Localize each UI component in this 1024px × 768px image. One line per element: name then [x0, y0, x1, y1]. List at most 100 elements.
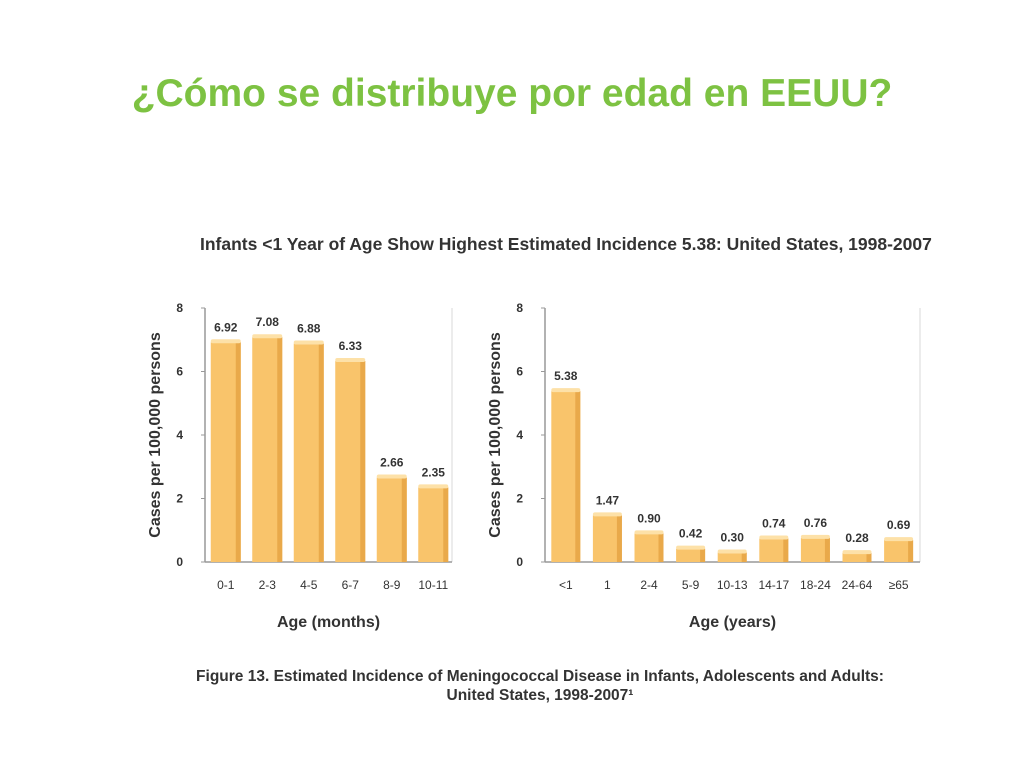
bar-top	[293, 340, 324, 345]
y-tick-label: 4	[516, 428, 523, 442]
bar-group	[252, 334, 283, 562]
data-label: 6.88	[297, 322, 321, 336]
data-label: 0.76	[804, 516, 828, 530]
data-label: 2.35	[422, 465, 446, 479]
slide-title: ¿Cómo se distribuye por edad en EEUU?	[131, 72, 893, 115]
data-label: 0.30	[721, 530, 745, 544]
bar-group	[884, 537, 914, 562]
data-label: 2.66	[380, 456, 404, 470]
bar-top	[634, 530, 664, 535]
data-label: 6.33	[339, 339, 363, 353]
bar-group	[210, 339, 241, 562]
x-axis-label: Age (years)	[689, 614, 776, 631]
y-tick-label: 0	[516, 555, 523, 569]
figure-title: Infants <1 Year of Age Show Highest Esti…	[200, 234, 932, 254]
y-tick-label: 2	[516, 492, 523, 506]
bar	[676, 548, 706, 562]
bar-shade	[318, 343, 324, 562]
x-category-label: 2-3	[259, 578, 277, 592]
x-category-label: 4-5	[300, 578, 318, 592]
chart-years: 0 2 4 6 8 5.38 <1 1.47 1 0.90 2-4 0.42 5-9 0.30 10-13 0…	[487, 301, 921, 631]
bar-group	[842, 550, 872, 562]
x-category-label: ≥65	[889, 578, 909, 592]
bar	[717, 552, 747, 562]
bar-top	[376, 474, 407, 479]
x-axis-label: Age (months)	[277, 614, 380, 631]
data-label: 5.38	[554, 369, 578, 383]
bar-shade	[277, 337, 283, 562]
bar-top	[717, 549, 747, 554]
x-category-label: 14-17	[758, 578, 789, 592]
y-tick-label: 2	[176, 492, 183, 506]
bar-shade	[700, 548, 706, 562]
bar-top	[800, 534, 830, 539]
x-category-label: 10-13	[717, 578, 748, 592]
x-category-label: 10-11	[418, 578, 448, 592]
bar-group	[592, 512, 622, 562]
bar-top	[759, 535, 789, 540]
data-label: 0.69	[887, 518, 911, 532]
x-category-label: 1	[604, 578, 611, 592]
bar-group	[551, 388, 581, 562]
bar-top	[210, 339, 241, 344]
bar-top	[252, 334, 283, 339]
bar-top	[551, 388, 581, 393]
bar-shade	[824, 537, 830, 562]
bar-shade	[741, 552, 747, 562]
x-category-label: 8-9	[383, 578, 401, 592]
data-label: 0.74	[762, 517, 786, 531]
bar-shade	[443, 487, 449, 562]
bar-top	[676, 545, 706, 550]
bar-top	[884, 537, 914, 542]
figure-caption-line1: Figure 13. Estimated Incidence of Mening…	[196, 668, 884, 685]
data-label: 0.42	[679, 527, 703, 541]
bar-group	[634, 530, 664, 562]
y-tick-label: 0	[176, 555, 183, 569]
data-label: 6.92	[214, 320, 238, 334]
bar-shade	[658, 533, 664, 562]
bar-shade	[908, 540, 914, 562]
bar-shade	[575, 391, 581, 562]
bar-shade	[235, 342, 241, 562]
bar-top	[418, 484, 449, 489]
bar	[759, 538, 789, 562]
bar-shade	[783, 538, 789, 562]
bar-shade	[866, 553, 872, 562]
y-tick-label: 6	[176, 365, 183, 379]
figure-caption-line2: United States, 1998-2007¹	[446, 687, 634, 704]
bar-top	[335, 358, 366, 363]
x-category-label: 0-1	[217, 578, 235, 592]
bar	[884, 540, 914, 562]
bar-group	[759, 535, 789, 562]
data-label: 1.47	[596, 493, 620, 507]
bar-group	[717, 549, 747, 562]
bar-group	[293, 340, 324, 562]
x-category-label: 24-64	[842, 578, 873, 592]
bar-group	[376, 474, 407, 562]
bar-group	[335, 358, 366, 562]
bar-shade	[360, 361, 366, 562]
y-axis-label: Cases per 100,000 persons	[147, 332, 164, 538]
x-category-label: 6-7	[342, 578, 360, 592]
y-tick-label: 8	[516, 301, 523, 315]
y-axis-label: Cases per 100,000 persons	[487, 332, 504, 538]
bar	[842, 553, 872, 562]
bar-shade	[401, 477, 407, 562]
bar-top	[842, 550, 872, 555]
data-label: 0.28	[845, 531, 869, 545]
bar-shade	[616, 515, 622, 562]
x-category-label: 5-9	[682, 578, 700, 592]
data-label: 0.90	[637, 511, 661, 525]
chart-months: 0 2 4 6 8 6.92 0-1 7.08 2-3 6.88 4-5 6.33 6-7 2.66 8-9…	[147, 301, 453, 631]
x-category-label: 2-4	[640, 578, 658, 592]
x-category-label: 18-24	[800, 578, 831, 592]
data-label: 7.08	[256, 315, 280, 329]
x-category-label: <1	[559, 578, 573, 592]
y-tick-label: 8	[176, 301, 183, 315]
y-tick-label: 6	[516, 365, 523, 379]
bar-group	[800, 534, 830, 562]
y-tick-label: 4	[176, 428, 183, 442]
bar-top	[592, 512, 622, 517]
bar-group	[418, 484, 449, 562]
bar-group	[676, 545, 706, 562]
